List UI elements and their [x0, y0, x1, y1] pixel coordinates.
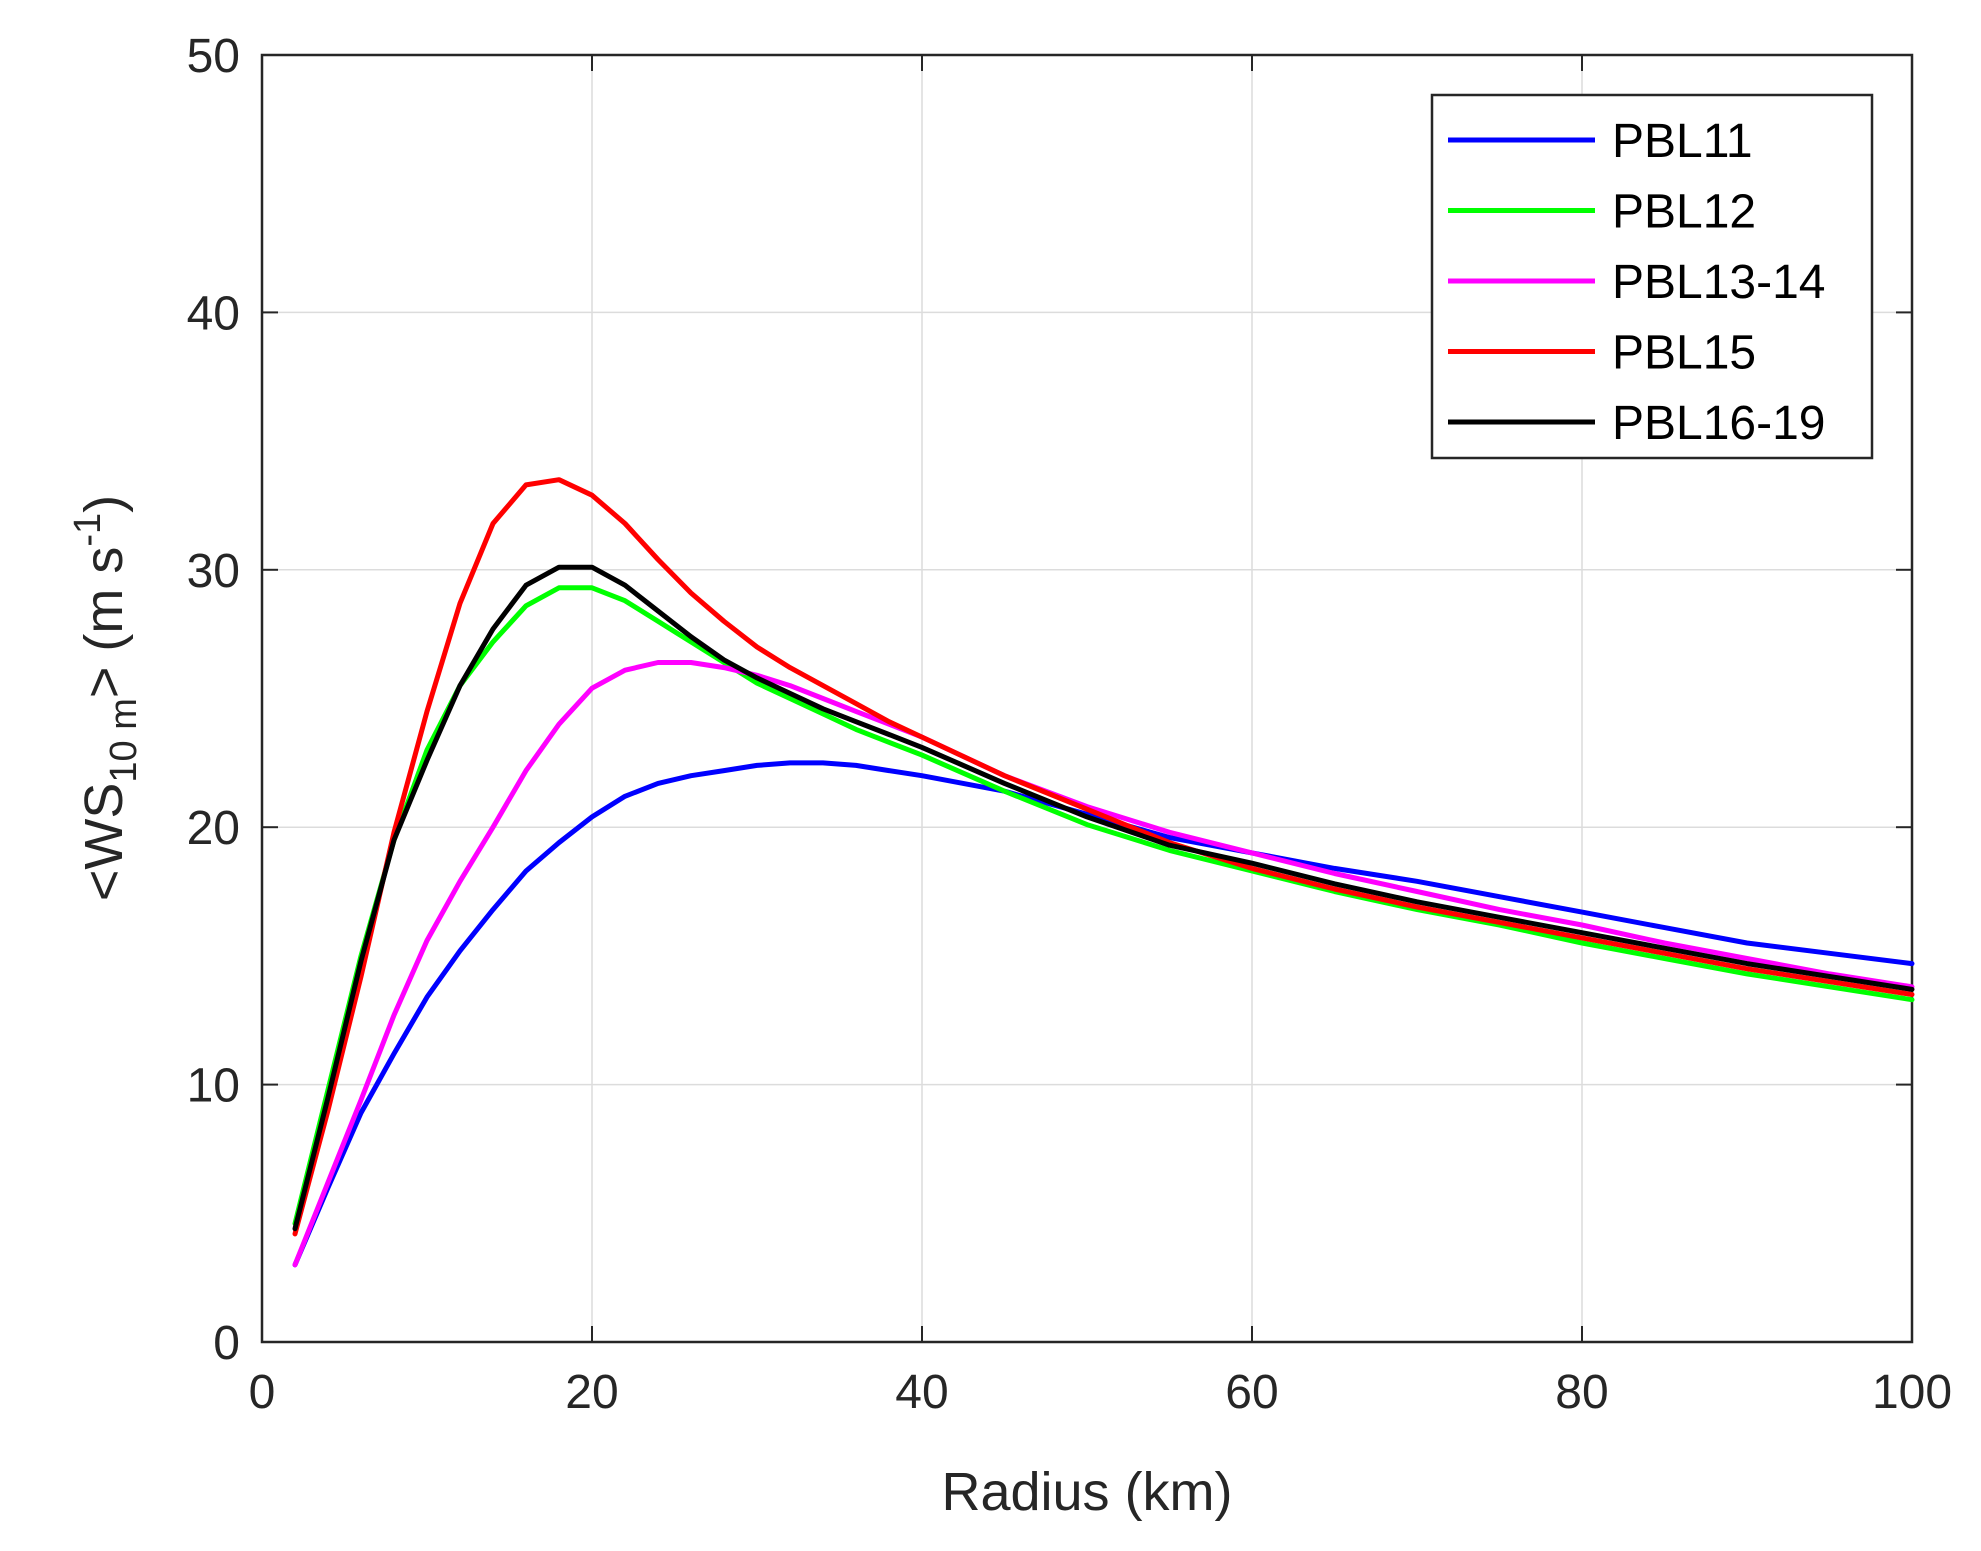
x-tick-label: 80	[1555, 1366, 1608, 1419]
x-tick-label: 100	[1872, 1366, 1952, 1419]
series-line-pbl11	[292, 760, 1915, 1268]
x-tick-label: 40	[895, 1366, 948, 1419]
legend-label-pbl12: PBL12	[1612, 186, 1756, 239]
series-line-pbl13-14	[292, 660, 1915, 1268]
y-tick-label: 30	[187, 545, 240, 598]
legend-label-pbl16-19: PBL16-19	[1612, 397, 1826, 450]
y-axis-title-subscript: 10 m	[103, 698, 145, 782]
y-tick-label: 0	[213, 1317, 240, 1370]
x-tick-label: 0	[249, 1366, 276, 1419]
y-axis-title-suffix: > (m s	[74, 547, 134, 699]
legend: PBL11 PBL12 PBL13-14 PBL15 PBL16-19	[1430, 93, 1874, 460]
y-tick-label: 40	[187, 287, 240, 340]
y-tick-label: 50	[187, 30, 240, 83]
legend-box	[1430, 93, 1874, 460]
y-axis-title-prefix: <WS	[74, 783, 134, 902]
x-axis-title: Radius (km)	[941, 1462, 1232, 1522]
axis-ticks: 0 20 40 60 80 100 0 10 20 30 40 50	[187, 30, 1952, 1419]
y-tick-label: 20	[187, 802, 240, 855]
series-line-pbl15	[292, 477, 1915, 1237]
series-line-pbl16-19	[292, 564, 1915, 1232]
y-tick-label: 10	[187, 1060, 240, 1113]
y-axis-title-superscript: -1	[67, 513, 109, 547]
legend-label-pbl15: PBL15	[1612, 327, 1756, 380]
legend-label-pbl13-14: PBL13-14	[1612, 256, 1826, 309]
plot-area-border	[260, 53, 1914, 1344]
x-tick-label: 20	[565, 1366, 618, 1419]
y-axis-title: <WS10 m> (m s-1)	[67, 495, 145, 901]
x-tick-label: 60	[1225, 1366, 1278, 1419]
y-axis-title-close: )	[74, 495, 134, 513]
legend-label-pbl11: PBL11	[1612, 115, 1753, 168]
series-lines	[292, 477, 1915, 1268]
legend-entries: PBL11 PBL12 PBL13-14 PBL15 PBL16-19	[1448, 115, 1826, 450]
